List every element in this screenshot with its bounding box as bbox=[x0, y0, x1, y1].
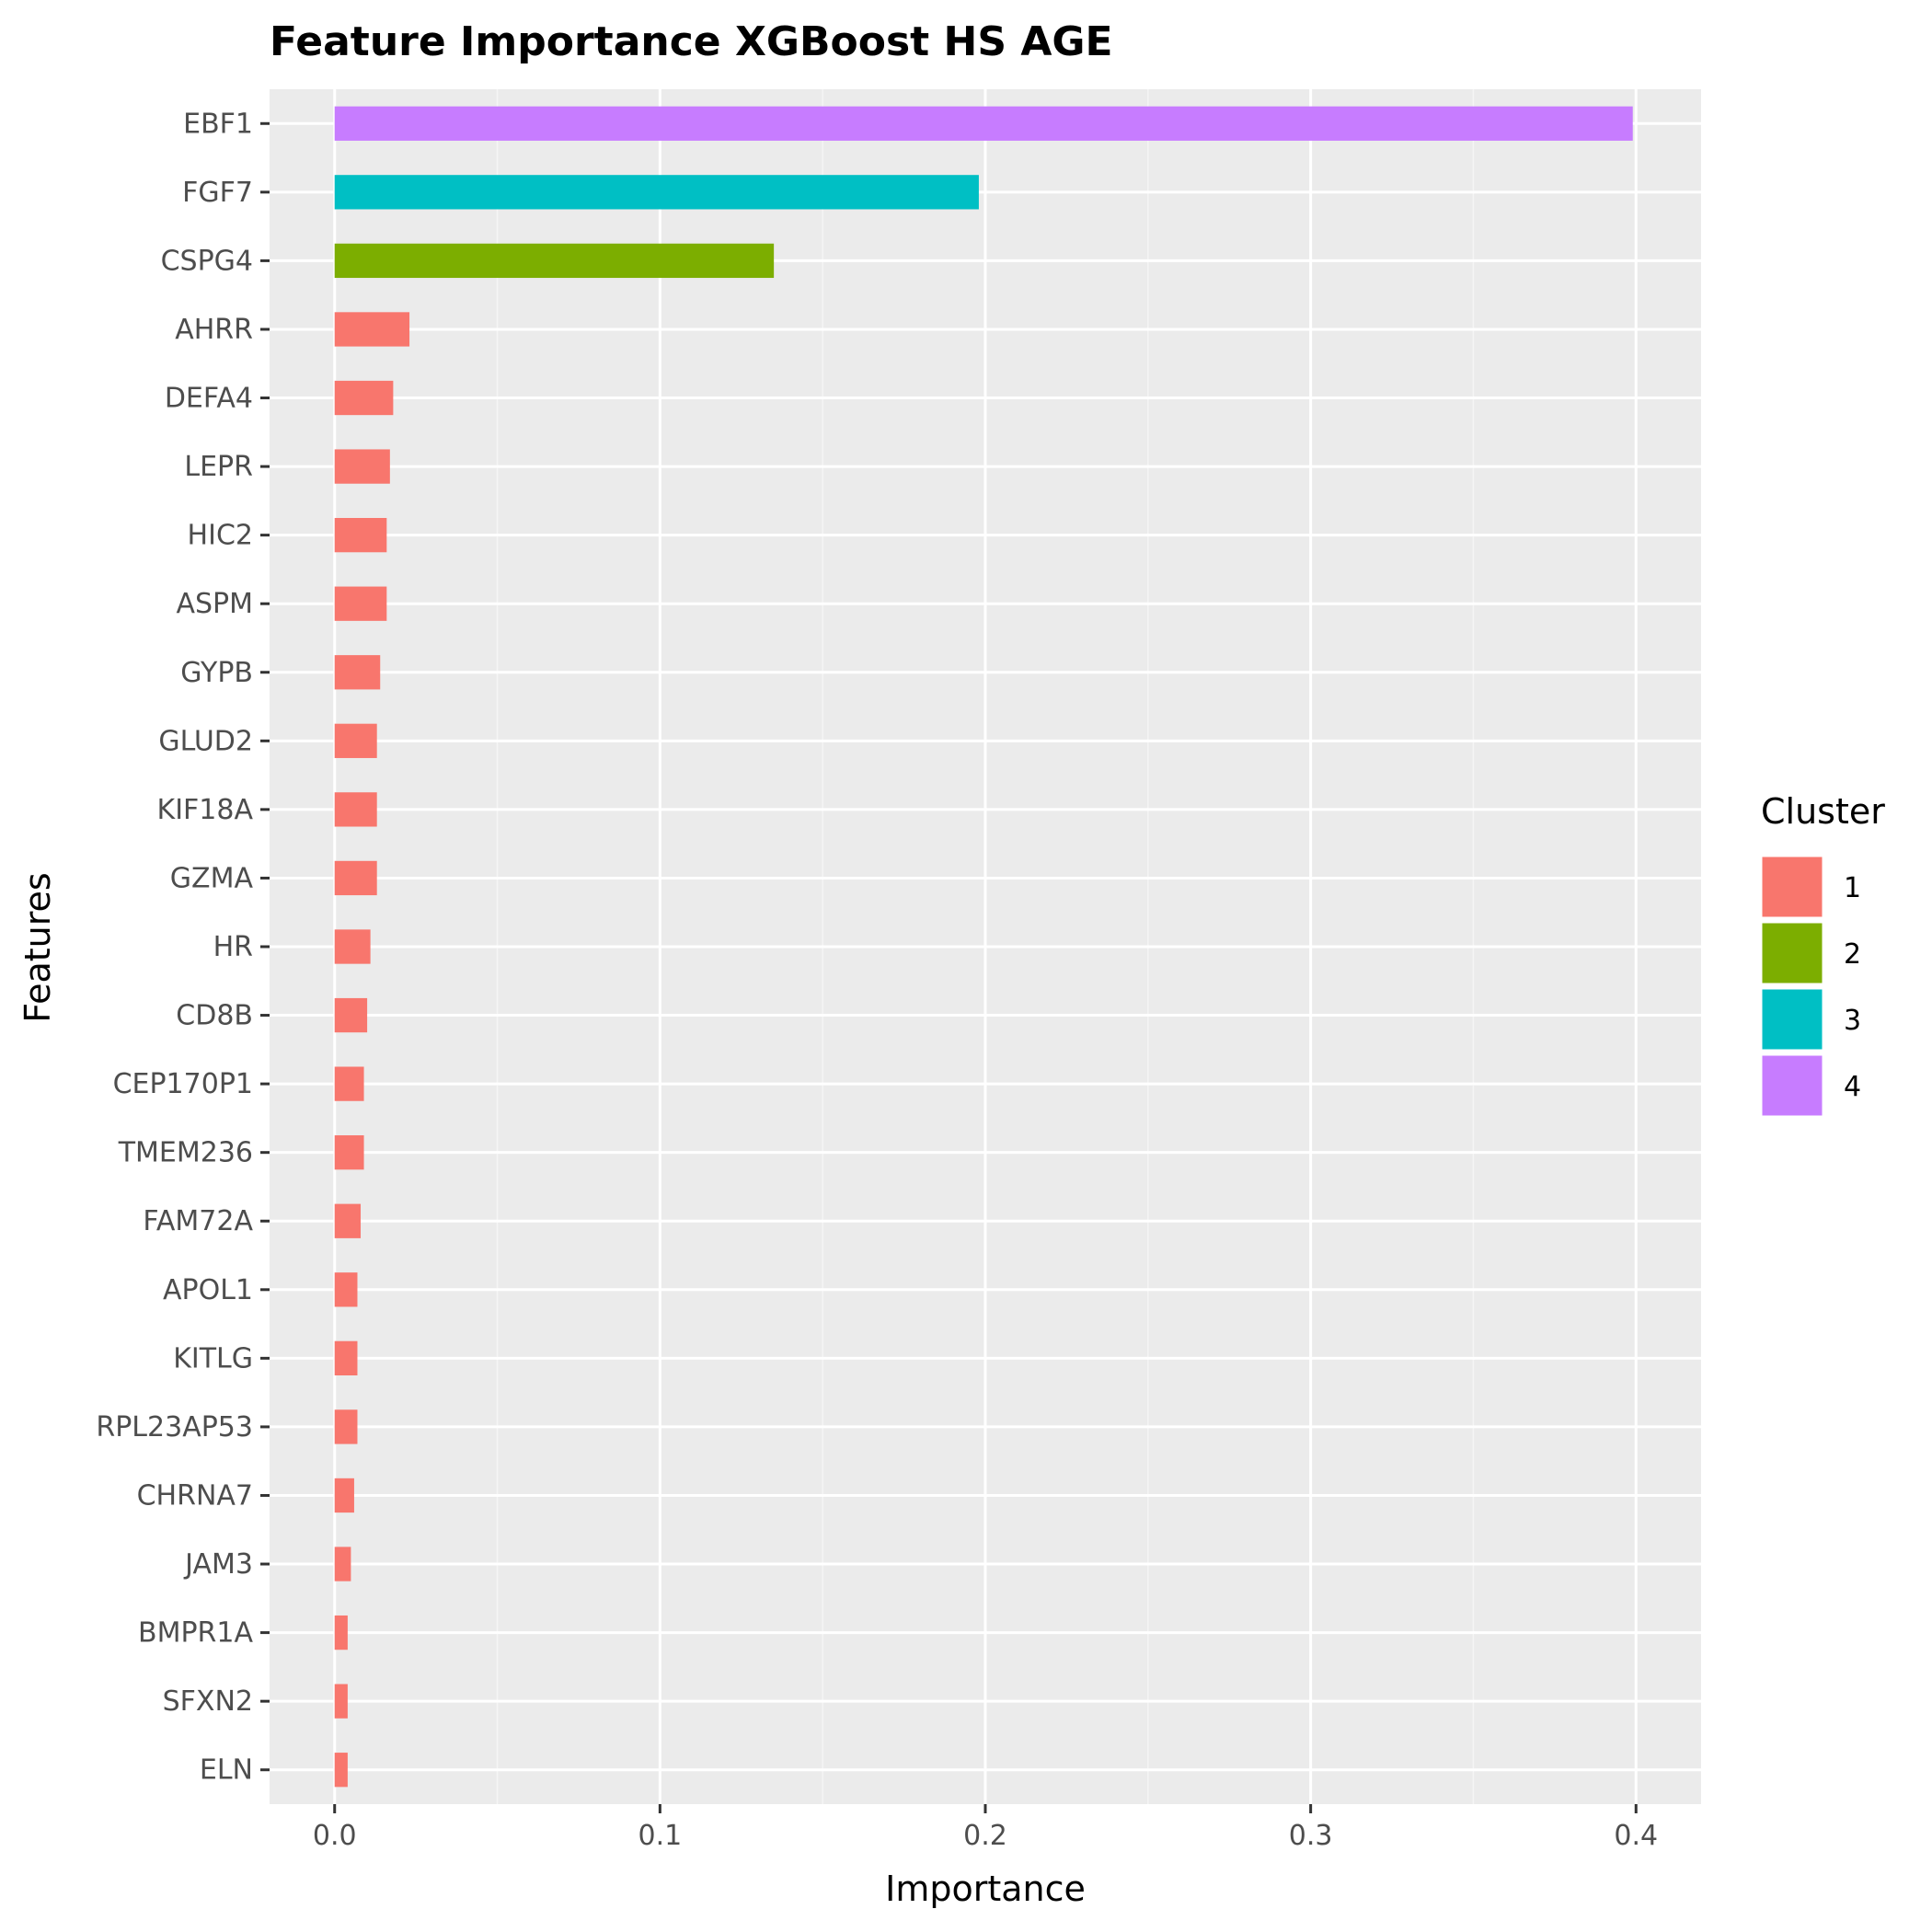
bar-gzma bbox=[334, 860, 377, 896]
bar-rpl23ap53 bbox=[334, 1409, 358, 1444]
bars bbox=[334, 106, 1633, 1788]
y-tick-label: JAM3 bbox=[183, 1548, 253, 1581]
bar-tmem236 bbox=[334, 1135, 364, 1170]
legend-title: Cluster bbox=[1761, 791, 1885, 832]
legend-key-3 bbox=[1759, 986, 1825, 1052]
y-tick-label: GZMA bbox=[170, 862, 254, 894]
y-tick-label: SFXN2 bbox=[163, 1685, 253, 1718]
bar-fam72a bbox=[334, 1203, 362, 1238]
legend-key-1 bbox=[1759, 854, 1825, 920]
bar-chrna7 bbox=[334, 1478, 354, 1513]
x-tick-label: 0.3 bbox=[1289, 1820, 1333, 1852]
bar-hr bbox=[334, 929, 371, 964]
x-axis: 0.0 0.1 0.2 0.3 0.4 bbox=[313, 1804, 1658, 1852]
bar-ebf1 bbox=[334, 106, 1633, 141]
legend: Cluster 1 2 3 4 bbox=[1759, 791, 1885, 1119]
y-tick-label: HR bbox=[213, 931, 253, 963]
y-tick-label: DEFA4 bbox=[165, 383, 253, 415]
x-tick-label: 0.2 bbox=[963, 1820, 1007, 1852]
bar-fgf7 bbox=[334, 175, 979, 210]
legend-label-2: 2 bbox=[1844, 938, 1861, 971]
y-axis-title: Features bbox=[17, 872, 58, 1022]
bar-cd8b bbox=[334, 997, 368, 1033]
x-tick-label: 0.1 bbox=[638, 1820, 683, 1852]
y-tick-label: GLUD2 bbox=[158, 725, 253, 757]
bar-sfxn2 bbox=[334, 1684, 348, 1719]
y-tick-label: CSPG4 bbox=[161, 245, 253, 277]
x-tick-label: 0.4 bbox=[1614, 1820, 1658, 1852]
legend-label-1: 1 bbox=[1844, 872, 1861, 904]
chart-title: Feature Importance XGBoost HS AGE bbox=[270, 18, 1113, 65]
y-tick-label: EBF1 bbox=[183, 108, 253, 140]
bar-kif18a bbox=[334, 792, 377, 827]
bar-gypb bbox=[334, 655, 381, 690]
bar-cspg4 bbox=[334, 243, 775, 279]
bar-hic2 bbox=[334, 518, 387, 553]
bar-jam3 bbox=[334, 1547, 351, 1581]
y-tick-label: RPL23AP53 bbox=[96, 1411, 253, 1443]
bar-apol1 bbox=[334, 1272, 358, 1307]
y-tick-label: GYPB bbox=[180, 657, 253, 689]
bar-eln bbox=[334, 1753, 348, 1788]
y-tick-label: FGF7 bbox=[182, 177, 253, 209]
y-tick-label: HIC2 bbox=[188, 520, 253, 552]
bar-ahrr bbox=[334, 312, 410, 347]
bar-glud2 bbox=[334, 723, 377, 758]
y-tick-label: KIF18A bbox=[157, 794, 254, 826]
y-axis: EBF1 FGF7 CSPG4 AHRR DEFA4 LEPR HIC2 ASPM GYPB GL… bbox=[96, 108, 270, 1787]
bar-cep170p1 bbox=[334, 1066, 364, 1101]
legend-label-3: 3 bbox=[1844, 1005, 1861, 1037]
bar-defa4 bbox=[334, 380, 394, 416]
y-tick-label: BMPR1A bbox=[138, 1617, 253, 1650]
legend-key-2 bbox=[1759, 920, 1825, 986]
y-tick-label: AHRR bbox=[175, 314, 253, 346]
y-tick-label: TMEM236 bbox=[118, 1137, 253, 1169]
y-tick-label: KITLG bbox=[173, 1342, 253, 1374]
y-tick-label: APOL1 bbox=[163, 1274, 253, 1306]
legend-key-4 bbox=[1759, 1052, 1825, 1119]
bar-aspm bbox=[334, 586, 387, 621]
x-axis-title: Importance bbox=[885, 1869, 1086, 1909]
y-tick-label: CEP170P1 bbox=[113, 1068, 253, 1100]
x-tick-label: 0.0 bbox=[313, 1820, 357, 1852]
bar-lepr bbox=[334, 449, 390, 484]
y-tick-label: CHRNA7 bbox=[137, 1479, 253, 1512]
legend-label-4: 4 bbox=[1844, 1071, 1861, 1103]
y-tick-label: FAM72A bbox=[143, 1205, 253, 1237]
y-tick-label: LEPR bbox=[184, 451, 253, 483]
y-tick-label: ASPM bbox=[176, 588, 253, 620]
bar-bmpr1a bbox=[334, 1615, 348, 1650]
bar-kitlg bbox=[334, 1340, 358, 1375]
y-tick-label: CD8B bbox=[176, 1000, 253, 1032]
y-tick-label: ELN bbox=[200, 1754, 253, 1787]
